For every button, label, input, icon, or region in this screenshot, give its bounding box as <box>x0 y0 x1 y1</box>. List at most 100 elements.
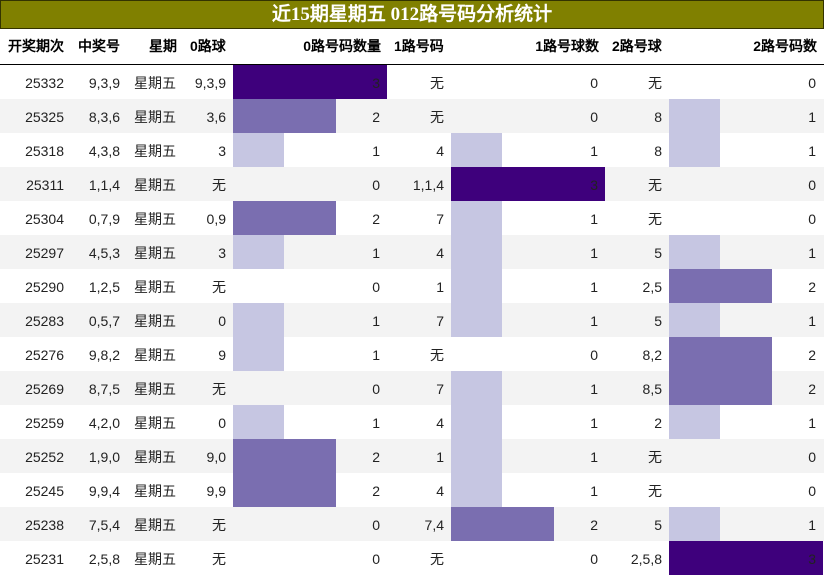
route2-ball-cell: 无 <box>648 75 662 91</box>
table-row: 25252 1,9,0 星期五 9,0 2 1 1 无 0 <box>0 439 824 473</box>
route0-ball-cell: 无 <box>212 381 226 397</box>
route0-ball-cell: 9,3,9 <box>194 75 226 91</box>
period-cell: 25283 <box>25 313 64 329</box>
numbers-cell: 4,3,8 <box>88 143 120 159</box>
count-bar <box>669 507 720 541</box>
route1-count-cell: 1 <box>590 313 598 329</box>
route0-ball-cell: 无 <box>212 517 226 533</box>
route0-count-cell: 0 <box>372 279 380 295</box>
route1-ball-cell: 无 <box>430 75 444 91</box>
table-row: 25318 4,3,8 星期五 3 1 4 1 8 1 <box>0 133 824 167</box>
route1-ball-cell: 7 <box>436 381 444 397</box>
count-bar <box>451 133 502 167</box>
count-bar <box>451 235 502 269</box>
weekday-cell: 星期五 <box>134 75 176 91</box>
page-title: 近15期星期五 012路号码分析统计 <box>0 0 824 29</box>
weekday-cell: 星期五 <box>134 211 176 227</box>
header-route2-count: 2路号码数 <box>753 38 817 54</box>
route0-count-cell: 2 <box>372 449 380 465</box>
route2-ball-cell: 2 <box>654 415 662 431</box>
route0-count-cell: 2 <box>372 211 380 227</box>
numbers-cell: 2,5,8 <box>88 551 120 567</box>
route2-count-cell: 1 <box>808 109 816 125</box>
route2-count-cell: 1 <box>808 415 816 431</box>
route1-ball-cell: 7 <box>436 313 444 329</box>
route0-count-cell: 1 <box>372 143 380 159</box>
route2-count-cell: 1 <box>808 245 816 261</box>
route2-ball-cell: 8 <box>654 109 662 125</box>
count-bar <box>669 405 720 439</box>
weekday-cell: 星期五 <box>134 313 176 329</box>
period-cell: 25297 <box>25 245 64 261</box>
route1-count-cell: 1 <box>590 279 598 295</box>
count-bar <box>669 337 772 371</box>
count-bar <box>451 507 554 541</box>
route0-count-cell: 1 <box>372 313 380 329</box>
table-row: 25297 4,5,3 星期五 3 1 4 1 5 1 <box>0 235 824 269</box>
route1-ball-cell: 1,1,4 <box>412 177 444 193</box>
route2-ball-cell: 无 <box>648 449 662 465</box>
period-cell: 25276 <box>25 347 64 363</box>
route2-count-cell: 0 <box>808 211 816 227</box>
period-cell: 25332 <box>25 75 64 91</box>
numbers-cell: 1,2,5 <box>88 279 120 295</box>
route0-ball-cell: 9,0 <box>206 449 226 465</box>
route1-count-cell: 3 <box>590 177 598 193</box>
route1-ball-cell: 1 <box>436 449 444 465</box>
period-cell: 25245 <box>25 483 64 499</box>
count-bar <box>669 99 720 133</box>
route1-ball-cell: 4 <box>436 483 444 499</box>
route1-ball-cell: 无 <box>430 347 444 363</box>
table-row: 25325 8,3,6 星期五 3,6 2 无 0 8 1 <box>0 99 824 133</box>
route2-count-cell: 2 <box>808 347 816 363</box>
count-bar <box>451 167 605 201</box>
route1-count-cell: 1 <box>590 143 598 159</box>
count-bar <box>669 235 720 269</box>
route1-ball-cell: 7 <box>436 211 444 227</box>
route2-count-cell: 2 <box>808 279 816 295</box>
header-route1-count: 1路号球数 <box>535 38 599 54</box>
numbers-cell: 4,5,3 <box>88 245 120 261</box>
table-row: 25259 4,2,0 星期五 0 1 4 1 2 1 <box>0 405 824 439</box>
route2-count-cell: 2 <box>808 381 816 397</box>
route0-ball-cell: 无 <box>212 279 226 295</box>
count-bar <box>451 303 502 337</box>
route0-count-cell: 1 <box>372 415 380 431</box>
numbers-cell: 7,5,4 <box>88 517 120 533</box>
period-cell: 25304 <box>25 211 64 227</box>
route1-count-cell: 0 <box>590 109 598 125</box>
period-cell: 25252 <box>25 449 64 465</box>
weekday-cell: 星期五 <box>134 415 176 431</box>
route0-ball-cell: 0,9 <box>206 211 226 227</box>
count-bar <box>233 133 284 167</box>
count-bar <box>233 303 284 337</box>
route1-count-cell: 0 <box>590 347 598 363</box>
route0-count-cell: 2 <box>372 109 380 125</box>
route2-count-cell: 1 <box>808 517 816 533</box>
route1-ball-cell: 4 <box>436 245 444 261</box>
route1-ball-cell: 无 <box>430 551 444 567</box>
weekday-cell: 星期五 <box>134 483 176 499</box>
count-bar <box>451 439 502 473</box>
route2-count-cell: 0 <box>808 177 816 193</box>
count-bar <box>451 269 502 303</box>
route2-count-cell: 3 <box>808 551 816 567</box>
route0-count-cell: 1 <box>372 347 380 363</box>
weekday-cell: 星期五 <box>134 381 176 397</box>
period-cell: 25318 <box>25 143 64 159</box>
route1-ball-cell: 4 <box>436 143 444 159</box>
count-bar <box>669 303 720 337</box>
header-route0-count: 0路号码数量 <box>303 38 381 54</box>
period-cell: 25269 <box>25 381 64 397</box>
route2-count-cell: 1 <box>808 313 816 329</box>
numbers-cell: 8,3,6 <box>88 109 120 125</box>
period-cell: 25259 <box>25 415 64 431</box>
weekday-cell: 星期五 <box>134 279 176 295</box>
numbers-cell: 9,9,4 <box>88 483 120 499</box>
route2-ball-cell: 5 <box>654 313 662 329</box>
period-cell: 25325 <box>25 109 64 125</box>
route0-count-cell: 1 <box>372 245 380 261</box>
route2-ball-cell: 2,5,8 <box>630 551 662 567</box>
count-bar <box>451 473 502 507</box>
route0-count-cell: 0 <box>372 177 380 193</box>
